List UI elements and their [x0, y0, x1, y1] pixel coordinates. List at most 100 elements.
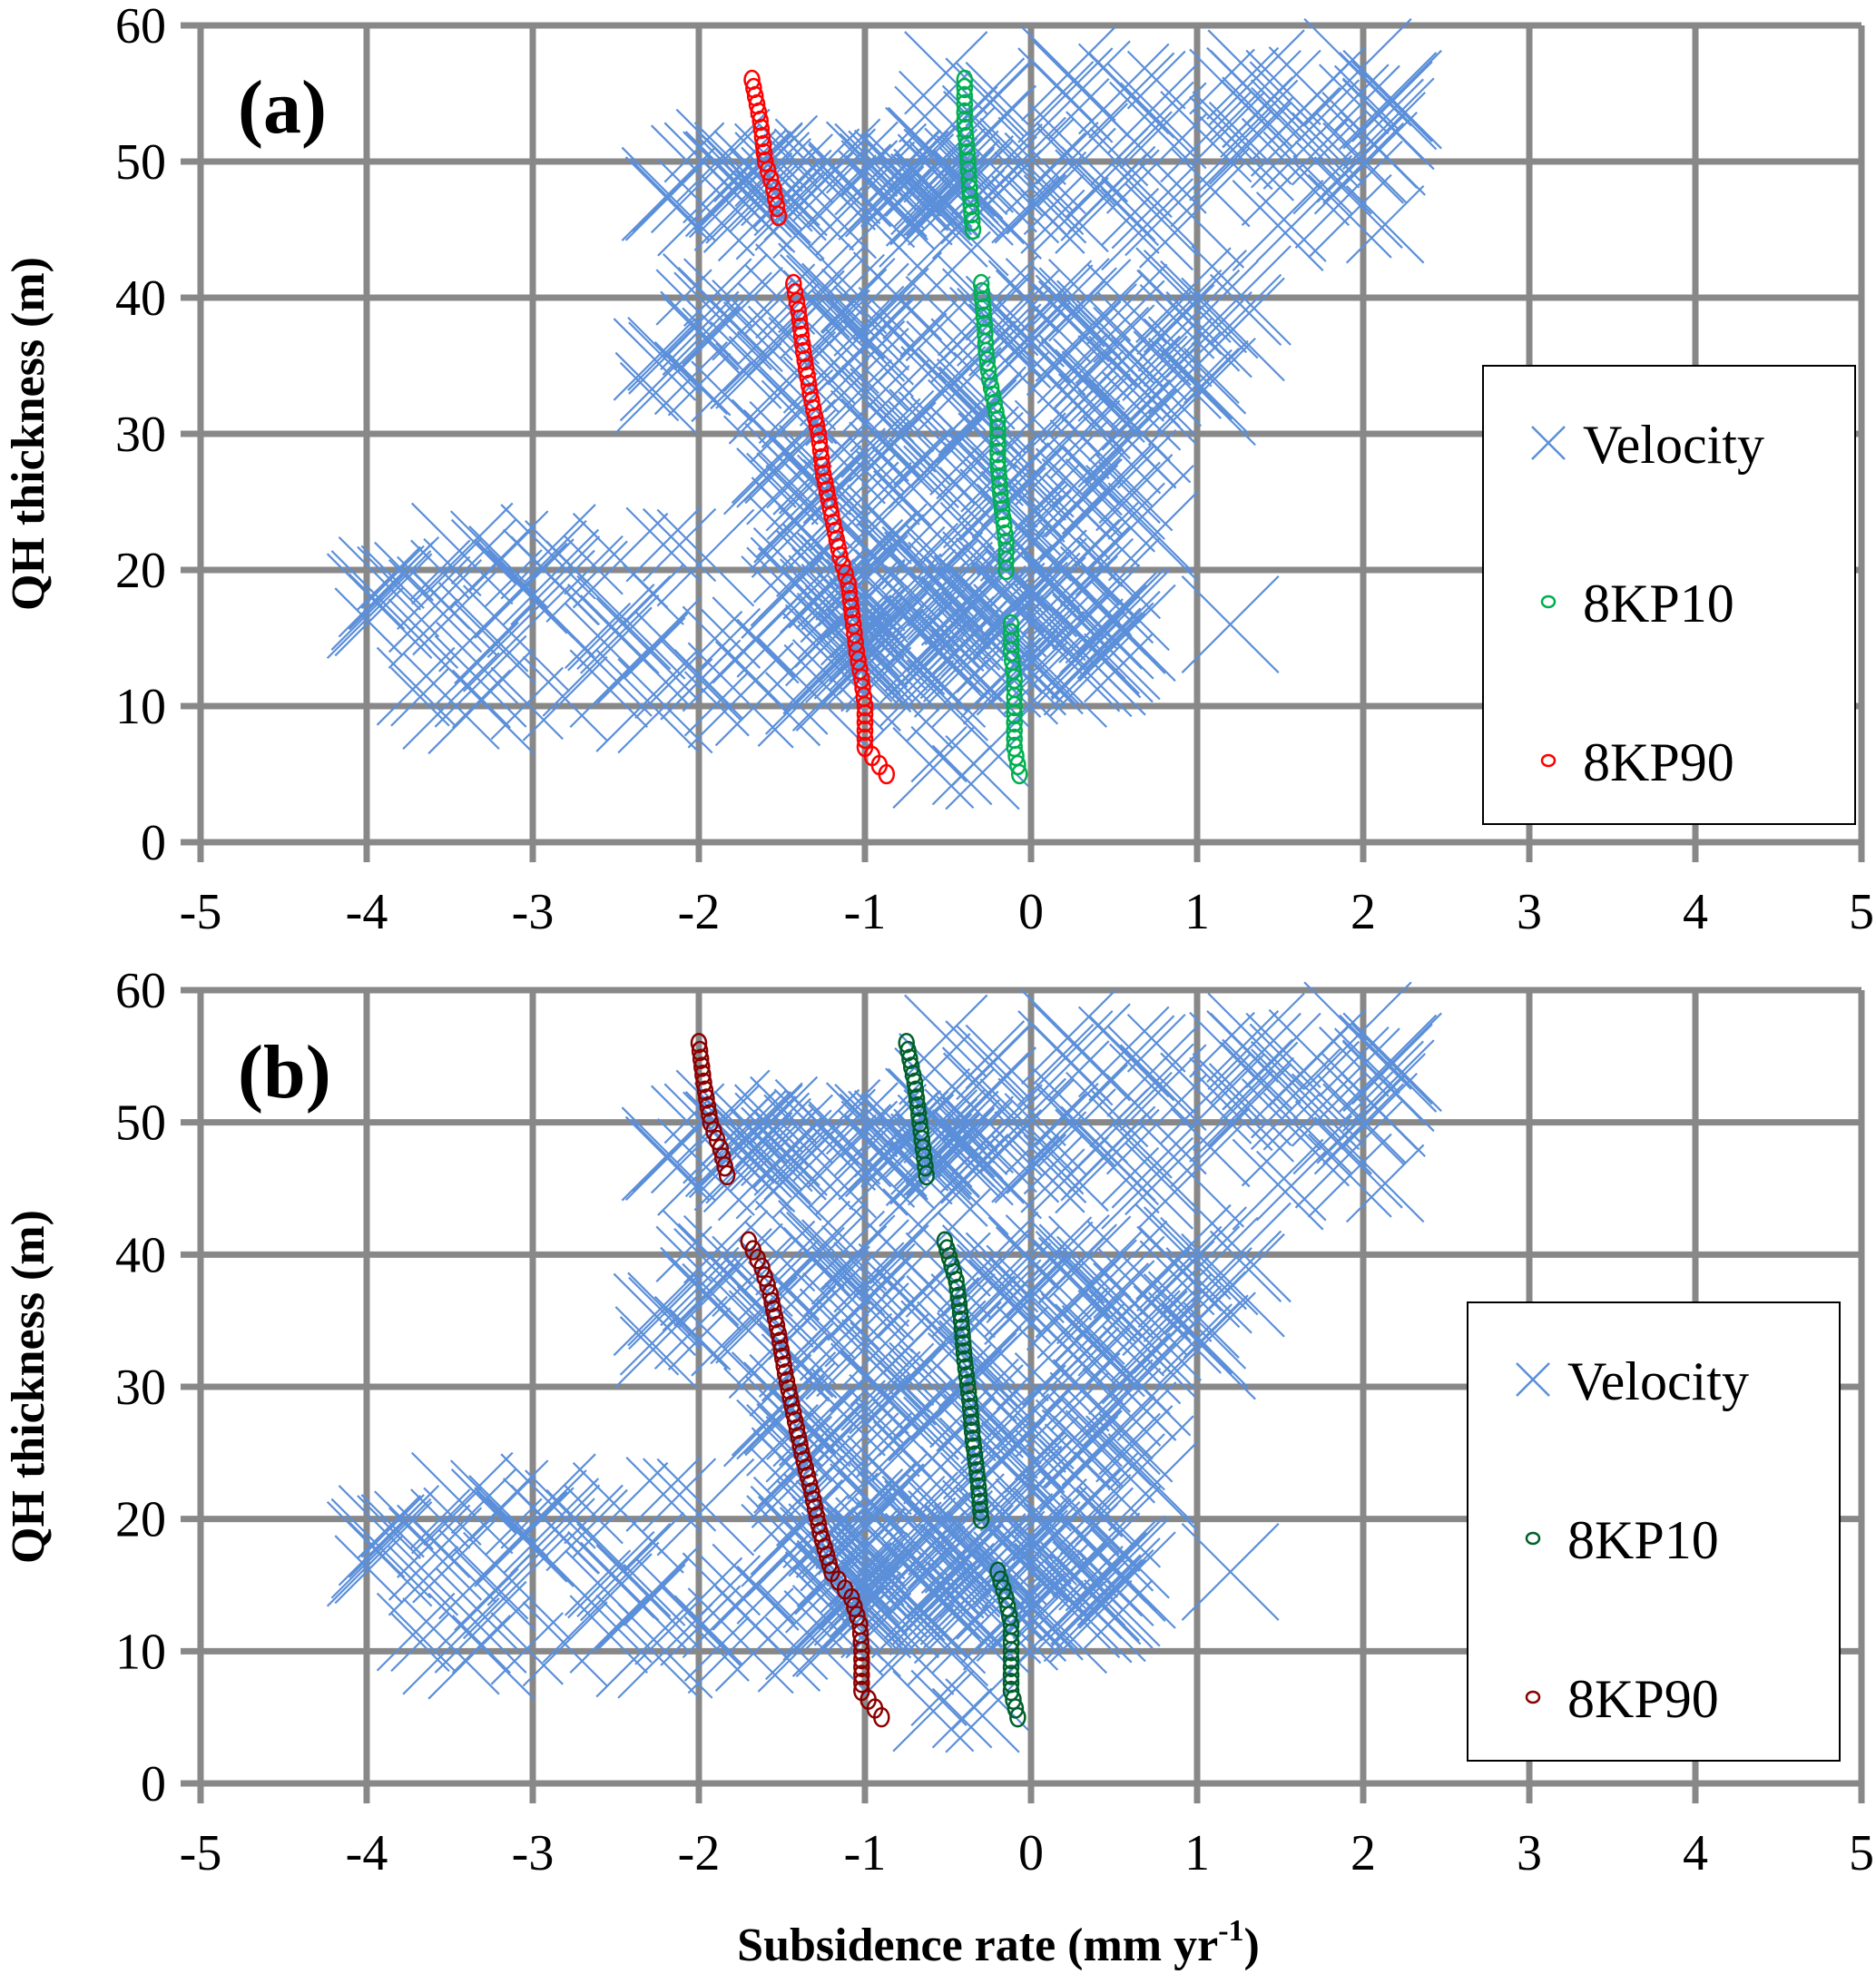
velocity-point: [1047, 1215, 1132, 1299]
velocity-point: [1345, 184, 1425, 264]
velocity-point: [1089, 579, 1154, 644]
velocity-point: [889, 1341, 947, 1400]
velocity-point: [938, 466, 1046, 575]
velocity-point: [1322, 1083, 1405, 1165]
data-point: [972, 273, 990, 295]
y-axis-label: QH thickness (m): [3, 257, 54, 611]
data-point: [856, 712, 874, 733]
velocity-point: [960, 431, 1042, 513]
data-point: [996, 516, 1013, 537]
velocity-point: [1294, 1100, 1403, 1209]
velocity-point: [840, 398, 921, 478]
velocity-point: [1043, 613, 1146, 716]
velocity-point: [888, 400, 997, 509]
velocity-point: [572, 512, 669, 609]
velocity-point: [437, 1529, 529, 1620]
velocity-point: [1026, 1291, 1086, 1351]
velocity-point: [1077, 1006, 1170, 1098]
velocity-point: [1294, 140, 1403, 249]
velocity-point: [569, 1595, 649, 1674]
data-point: [959, 1381, 977, 1403]
velocity-point: [490, 1612, 564, 1685]
x-tick-label: -5: [180, 884, 222, 940]
velocity-point: [1183, 348, 1240, 405]
velocity-point: [1245, 49, 1321, 125]
velocity-point: [1161, 349, 1233, 420]
velocity-point: [614, 351, 697, 434]
velocity-point: [820, 594, 892, 666]
velocity-point: [451, 1615, 511, 1674]
velocity-point: [901, 139, 1000, 238]
velocity-point: [1191, 1202, 1292, 1303]
velocity-point: [1316, 1074, 1407, 1164]
velocity-point: [613, 318, 697, 401]
velocity-point: [691, 1314, 753, 1377]
data-point: [958, 134, 976, 156]
velocity-point: [1014, 1429, 1124, 1537]
velocity-point: [904, 31, 988, 115]
velocity-point: [782, 1472, 879, 1569]
velocity-point: [714, 1586, 821, 1692]
data-point: [908, 1088, 926, 1109]
x-axis-label-end: ): [1244, 1920, 1260, 1971]
velocity-point: [1084, 633, 1154, 703]
velocity-point: [772, 154, 877, 260]
data-point: [1006, 728, 1023, 750]
data-point: [853, 1680, 870, 1702]
velocity-point: [823, 630, 897, 703]
data-point: [1002, 623, 1020, 644]
velocity-point: [712, 279, 793, 361]
data-point: [911, 1112, 928, 1133]
velocity-point: [1028, 620, 1121, 712]
velocity-point: [938, 1106, 996, 1164]
velocity-point: [1220, 79, 1299, 158]
velocity-point: [522, 1601, 608, 1687]
velocity-point: [1032, 1003, 1131, 1102]
velocity-point: [1136, 269, 1223, 356]
velocity-point: [892, 727, 975, 810]
x-tick-label: 0: [1018, 1825, 1044, 1881]
velocity-point: [904, 994, 988, 1078]
data-point: [997, 524, 1014, 545]
velocity-point: [800, 563, 869, 631]
data-point: [956, 77, 974, 99]
velocity-point: [1232, 1138, 1324, 1231]
velocity-point: [841, 365, 910, 434]
velocity-point: [989, 1385, 1075, 1470]
velocity-point: [852, 251, 943, 341]
velocity-point: [663, 1083, 725, 1144]
panel-label: (b): [238, 1030, 331, 1115]
velocity-point: [1139, 283, 1215, 359]
velocity-point: [918, 1523, 1004, 1609]
velocity-point: [987, 260, 1093, 364]
velocity-point: [486, 549, 595, 659]
series-8kp90: [743, 69, 896, 785]
data-point: [951, 1302, 969, 1323]
velocity-point: [852, 562, 939, 649]
velocity-point: [1147, 337, 1256, 447]
velocity-point: [1250, 1040, 1360, 1151]
velocity-point: [1165, 1247, 1252, 1334]
velocity-point: [423, 537, 482, 597]
velocity-point: [1095, 1405, 1174, 1483]
data-point: [762, 169, 780, 191]
velocity-point: [1084, 1579, 1154, 1649]
velocity-point: [545, 1488, 628, 1572]
velocity-point: [326, 553, 433, 660]
data-point: [956, 85, 974, 107]
velocity-point: [1105, 1074, 1207, 1175]
velocity-point: [682, 1262, 740, 1321]
velocity-point: [1041, 1409, 1122, 1489]
data-point: [958, 142, 976, 164]
velocity-point: [1341, 1072, 1418, 1150]
velocity-point: [1023, 1134, 1085, 1195]
data-point: [992, 483, 1009, 505]
data-point: [955, 1334, 972, 1355]
x-tick-label: -3: [512, 1825, 555, 1881]
data-point: [792, 325, 810, 347]
velocity-point: [840, 1350, 921, 1431]
velocity-point: [924, 1504, 1014, 1594]
data-point: [956, 1350, 974, 1371]
velocity-point: [736, 447, 797, 508]
velocity-point: [1049, 419, 1110, 480]
